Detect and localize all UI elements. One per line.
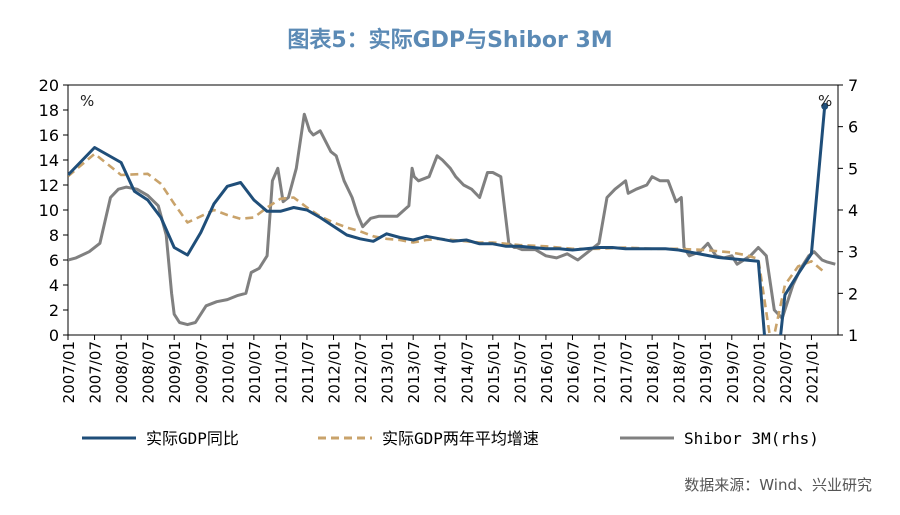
- legend-label-0: 实际GDP同比: [146, 429, 239, 448]
- x-tick-label: 2012/01: [326, 341, 344, 403]
- x-tick-label: 2008/01: [113, 341, 131, 403]
- x-tick-label: 2016/01: [538, 341, 556, 403]
- y-right-tick-label: 2: [848, 284, 858, 303]
- x-tick-label: 2014/01: [432, 341, 450, 403]
- y-right-tick-label: 3: [848, 243, 858, 262]
- y-left-tick-label: 10: [39, 201, 59, 220]
- series-line-2: [68, 112, 836, 327]
- y-left-tick-label: 14: [39, 151, 59, 170]
- series-line-0: [68, 106, 827, 335]
- y-right-tick-label: 5: [848, 159, 858, 178]
- x-tick-label: 2007/07: [87, 341, 105, 403]
- y-left-tick-label: 2: [49, 301, 59, 320]
- y-left-tick-label: 20: [39, 76, 59, 95]
- y-right-tick-label: 6: [848, 118, 858, 137]
- x-tick-label: 2019/01: [697, 341, 715, 403]
- x-tick-label: 2011/07: [299, 341, 317, 403]
- x-tick-label: 2017/01: [591, 341, 609, 403]
- y-left-unit: %: [80, 92, 94, 110]
- y-left-tick-label: 16: [39, 126, 59, 145]
- x-tick-label: 2021/01: [803, 341, 821, 403]
- x-tick-label: 2018/01: [644, 341, 662, 403]
- y-right-tick-label: 1: [848, 326, 858, 345]
- y-left-tick-label: 6: [49, 251, 59, 270]
- x-tick-label: 2015/01: [485, 341, 503, 403]
- x-tick-label: 2020/01: [750, 341, 768, 403]
- y-left-tick-label: 4: [49, 276, 59, 295]
- y-left-tick-label: 0: [49, 326, 59, 345]
- y-left-tick-label: 12: [39, 176, 59, 195]
- x-tick-label: 2011/01: [272, 341, 290, 403]
- x-tick-label: 2015/07: [511, 341, 529, 403]
- x-tick-label: 2020/07: [777, 341, 795, 403]
- chart-title: 图表5：实际GDP与Shibor 3M: [287, 28, 613, 53]
- legend-label-2: Shibor 3M(rhs): [684, 429, 819, 448]
- x-tick-label: 2016/07: [564, 341, 582, 403]
- y-right-unit: %: [818, 92, 832, 110]
- x-tick-label: 2008/07: [140, 341, 158, 403]
- x-tick-label: 2012/07: [352, 341, 370, 403]
- x-tick-label: 2017/07: [618, 341, 636, 403]
- plot-area: [67, 84, 839, 336]
- y-right-tick-label: 4: [848, 201, 858, 220]
- y-left-tick-label: 18: [39, 101, 59, 120]
- x-tick-label: 2009/07: [193, 341, 211, 403]
- x-tick-label: 2019/07: [724, 341, 742, 403]
- x-tick-label: 2013/07: [405, 341, 423, 403]
- y-right-tick-label: 7: [848, 76, 858, 95]
- source-note: 数据来源：Wind、兴业研究: [684, 476, 872, 494]
- x-tick-label: 2013/01: [379, 341, 397, 403]
- x-tick-label: 2009/01: [166, 341, 184, 403]
- series-end-point: [821, 102, 829, 110]
- x-tick-label: 2014/07: [458, 341, 476, 403]
- x-tick-label: 2010/07: [246, 341, 264, 403]
- x-tick-label: 2007/01: [60, 341, 78, 403]
- legend-label-1: 实际GDP两年平均增速: [382, 429, 539, 448]
- y-left-tick-label: 8: [49, 226, 59, 245]
- x-tick-label: 2010/01: [219, 341, 237, 403]
- x-tick-label: 2018/07: [671, 341, 689, 403]
